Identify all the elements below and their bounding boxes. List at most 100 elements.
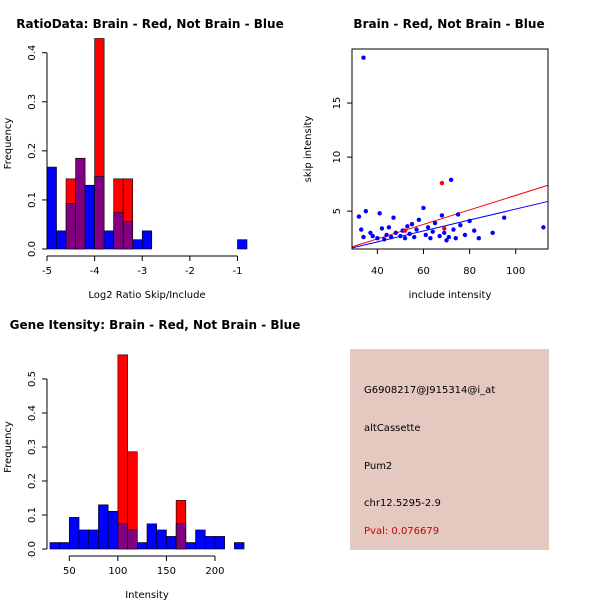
- chart2-point: [490, 230, 495, 235]
- chart2-point: [425, 225, 431, 230]
- chart1-title: RatioData: Brain - Red, Not Brain - Blue: [16, 17, 283, 31]
- chart2-point: [437, 233, 442, 239]
- chart2-x-tick-label: 60: [417, 266, 430, 277]
- chart1-x-tick-label: -3: [137, 266, 147, 277]
- chart2-point: [455, 212, 461, 217]
- location-text: chr12.5295-2.9: [364, 498, 441, 509]
- chart3-bar-not-brain: [214, 536, 225, 550]
- chart2-point: [402, 235, 408, 241]
- chart2-point: [361, 55, 366, 60]
- chart3-y-tick-label: 0.5: [27, 371, 38, 387]
- chart3-x-tick-label: 150: [157, 566, 176, 577]
- chart1-bar-not-brain: [132, 239, 143, 250]
- info-panel: G6908217@J915314@i_at altCassette Pum2 c…: [350, 349, 549, 550]
- chart2-x-tick-label: 40: [371, 266, 384, 277]
- chart2-point: [442, 230, 447, 235]
- chart1-bar-not-brain: [84, 184, 95, 250]
- chart1-y-tick-label: 0.2: [27, 143, 38, 159]
- chart2-point: [439, 213, 445, 218]
- chart1-bar-not-brain: [46, 166, 57, 250]
- chart3-x-tick-label: 200: [205, 566, 224, 577]
- chart2-point: [375, 235, 380, 241]
- chart2-point: [405, 224, 410, 229]
- chart2-x-tick-label: 100: [506, 266, 525, 277]
- chart2-point: [541, 225, 546, 230]
- chart3-bar-not-brain: [127, 529, 138, 550]
- chart2-point: [407, 231, 412, 237]
- chart2-point: [391, 215, 396, 220]
- chart2-point: [414, 227, 419, 232]
- chart2-point: [444, 238, 449, 243]
- chart3-y-tick-label: 0.1: [27, 507, 38, 523]
- chart2-point: [361, 234, 366, 240]
- chart3-ylabel: Frequency: [3, 421, 14, 473]
- chart3-bar-not-brain: [146, 523, 158, 550]
- chart2-point: [393, 230, 399, 235]
- chart3-y-tick-label: 0.3: [27, 439, 38, 455]
- chart3-bar-not-brain: [185, 542, 196, 550]
- chart3-bar-not-brain: [166, 536, 177, 550]
- gene-name-text: Pum2: [364, 461, 393, 472]
- chart3-bar-not-brain: [117, 523, 128, 550]
- chart1-y-tick-label: 0.0: [27, 241, 38, 257]
- chart2-point: [432, 220, 438, 226]
- chart1-bar-not-brain: [56, 230, 67, 250]
- chart2-point: [359, 227, 364, 232]
- chart3-y-tick-label: 0.0: [27, 541, 38, 557]
- chart2-point: [384, 232, 389, 238]
- chart2-point: [439, 180, 445, 186]
- chart3-y-tick-label: 0.2: [27, 473, 38, 489]
- chart2-point: [448, 177, 454, 183]
- chart2-point: [453, 235, 458, 241]
- chart2-point: [416, 217, 422, 223]
- chart2-fit-line: [351, 184, 549, 248]
- chart1-bar-not-brain: [103, 230, 114, 250]
- pval-text: Pval: 0.076679: [364, 526, 440, 537]
- chart2-point: [389, 234, 394, 240]
- chart2-plot-frame: [351, 48, 549, 250]
- chart1-y-tick-label: 0.3: [27, 94, 38, 110]
- chart3-title: Gene Itensity: Brain - Red, Not Brain - …: [10, 318, 301, 332]
- chart3-bar-not-brain: [156, 529, 167, 550]
- chart2-y-tick-label: 15: [332, 97, 343, 110]
- chart3-bar-not-brain: [195, 529, 206, 550]
- chart2-y-tick-label: 5: [332, 208, 343, 214]
- chart2-point: [382, 237, 387, 242]
- chart2-title: Brain - Red, Not Brain - Blue: [353, 17, 544, 31]
- chart2-x-tick-label: 80: [463, 266, 476, 277]
- chart3-xlabel: Intensity: [125, 590, 169, 600]
- chart3-bar-not-brain: [175, 523, 187, 550]
- chart3-bar-not-brain: [136, 542, 148, 550]
- chart3-bar-not-brain: [88, 529, 99, 550]
- chart2-point: [370, 233, 375, 239]
- chart1-bar-not-brain: [75, 157, 86, 250]
- chart2-point: [472, 228, 477, 233]
- chart3-y-tick-label: 0.4: [27, 405, 38, 421]
- chart2-point: [501, 215, 507, 220]
- chart1-xlabel: Log2 Ratio Skip/Include: [88, 290, 205, 301]
- chart3-bar-not-brain: [78, 529, 90, 550]
- chart3-bar-not-brain: [59, 542, 70, 550]
- chart3-bar-brain: [117, 354, 128, 550]
- chart3-bar-not-brain: [204, 536, 216, 550]
- chart1-bar-not-brain: [237, 239, 248, 250]
- chart1-x-tick-label: -4: [90, 266, 100, 277]
- chart3-bar-not-brain: [98, 504, 109, 550]
- chart2-point: [442, 226, 447, 231]
- chart2-point: [386, 225, 392, 230]
- chart3-bar-not-brain: [49, 542, 60, 550]
- chart1-x-tick-label: -2: [185, 266, 195, 277]
- chart3-bar-not-brain: [107, 510, 119, 550]
- chart1-bar-not-brain: [141, 230, 153, 250]
- chart1-y-tick-label: 0.4: [27, 45, 38, 61]
- chart2-point: [368, 230, 373, 235]
- chart2-point: [356, 214, 362, 219]
- chart1-x-tick-label: -5: [42, 266, 52, 277]
- chart2-point: [462, 232, 468, 238]
- chart2-point: [363, 208, 369, 214]
- chart2-point: [428, 235, 433, 241]
- chart2-point: [467, 218, 472, 224]
- chart3-x-tick-label: 50: [63, 566, 76, 577]
